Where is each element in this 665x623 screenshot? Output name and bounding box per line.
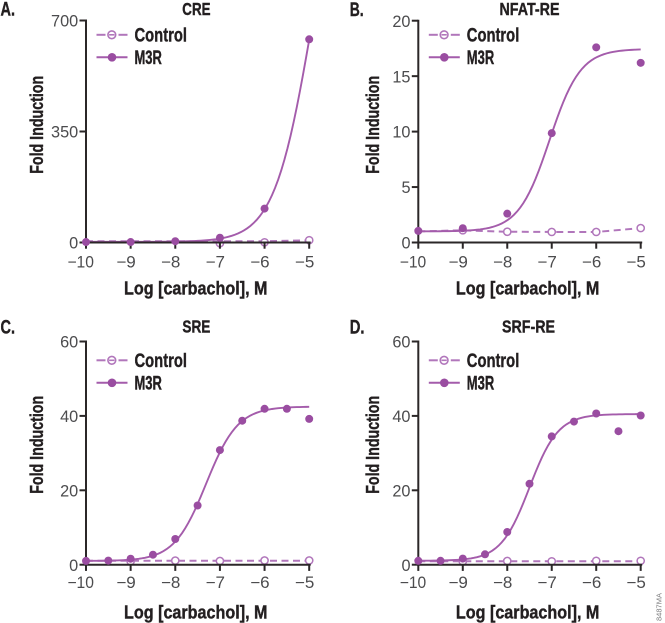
svg-text:10: 10 bbox=[392, 124, 410, 142]
svg-text:−6: −6 bbox=[582, 574, 601, 592]
svg-text:5: 5 bbox=[401, 179, 410, 197]
svg-text:M3R: M3R bbox=[467, 373, 495, 394]
svg-text:60: 60 bbox=[60, 334, 78, 352]
svg-text:−8: −8 bbox=[161, 574, 180, 592]
svg-text:−6: −6 bbox=[250, 574, 269, 592]
svg-text:0: 0 bbox=[401, 235, 410, 253]
svg-text:Log [carbachol], M: Log [carbachol], M bbox=[124, 279, 268, 299]
svg-text:−7: −7 bbox=[206, 574, 225, 592]
svg-text:D.: D. bbox=[350, 317, 365, 339]
svg-text:Control: Control bbox=[135, 351, 188, 372]
svg-text:Log [carbachol], M: Log [carbachol], M bbox=[124, 602, 268, 622]
svg-text:−9: −9 bbox=[116, 254, 135, 272]
svg-text:−7: −7 bbox=[537, 254, 556, 272]
svg-text:−9: −9 bbox=[448, 574, 467, 592]
svg-text:M3R: M3R bbox=[135, 48, 163, 69]
svg-text:SRE: SRE bbox=[182, 316, 210, 336]
svg-text:0: 0 bbox=[69, 235, 78, 253]
svg-text:C.: C. bbox=[1, 317, 16, 339]
svg-text:40: 40 bbox=[60, 408, 78, 426]
svg-text:Fold Induction: Fold Induction bbox=[27, 76, 47, 174]
svg-text:−7: −7 bbox=[206, 254, 225, 272]
svg-text:−5: −5 bbox=[295, 254, 314, 272]
svg-text:Fold Induction: Fold Induction bbox=[363, 76, 383, 174]
svg-text:Fold Induction: Fold Induction bbox=[27, 396, 47, 494]
svg-text:−10: −10 bbox=[67, 254, 94, 272]
svg-text:−9: −9 bbox=[448, 254, 467, 272]
svg-text:Control: Control bbox=[467, 25, 520, 46]
svg-text:Control: Control bbox=[135, 25, 188, 46]
svg-text:−5: −5 bbox=[626, 574, 645, 592]
svg-text:Control: Control bbox=[467, 351, 520, 372]
svg-text:−10: −10 bbox=[400, 254, 427, 272]
svg-text:NFAT-RE: NFAT-RE bbox=[500, 0, 560, 19]
svg-text:M3R: M3R bbox=[135, 373, 163, 394]
svg-text:−7: −7 bbox=[537, 574, 556, 592]
svg-text:350: 350 bbox=[51, 124, 78, 142]
svg-text:−5: −5 bbox=[626, 254, 645, 272]
svg-text:B.: B. bbox=[350, 0, 364, 21]
svg-text:8487MA: 8487MA bbox=[655, 592, 664, 621]
svg-text:Fold Induction: Fold Induction bbox=[363, 396, 383, 494]
svg-text:−5: −5 bbox=[295, 574, 314, 592]
svg-text:CRE: CRE bbox=[182, 0, 210, 19]
svg-text:15: 15 bbox=[392, 68, 410, 86]
svg-text:20: 20 bbox=[392, 482, 410, 500]
svg-text:40: 40 bbox=[392, 408, 410, 426]
svg-text:M3R: M3R bbox=[467, 48, 495, 69]
svg-text:60: 60 bbox=[392, 334, 410, 352]
svg-text:0: 0 bbox=[401, 557, 410, 575]
svg-text:−10: −10 bbox=[67, 574, 94, 592]
svg-text:Log [carbachol], M: Log [carbachol], M bbox=[456, 602, 600, 622]
svg-text:Log [carbachol], M: Log [carbachol], M bbox=[456, 279, 600, 299]
svg-text:SRF-RE: SRF-RE bbox=[502, 316, 555, 336]
svg-text:20: 20 bbox=[60, 482, 78, 500]
svg-text:−8: −8 bbox=[493, 254, 512, 272]
svg-text:−8: −8 bbox=[161, 254, 180, 272]
svg-text:A.: A. bbox=[1, 0, 16, 21]
svg-text:−6: −6 bbox=[582, 254, 601, 272]
svg-text:−6: −6 bbox=[250, 254, 269, 272]
svg-text:700: 700 bbox=[51, 13, 78, 31]
svg-text:−10: −10 bbox=[400, 574, 427, 592]
svg-text:−8: −8 bbox=[493, 574, 512, 592]
svg-text:20: 20 bbox=[392, 13, 410, 31]
svg-text:0: 0 bbox=[69, 557, 78, 575]
svg-text:−9: −9 bbox=[116, 574, 135, 592]
